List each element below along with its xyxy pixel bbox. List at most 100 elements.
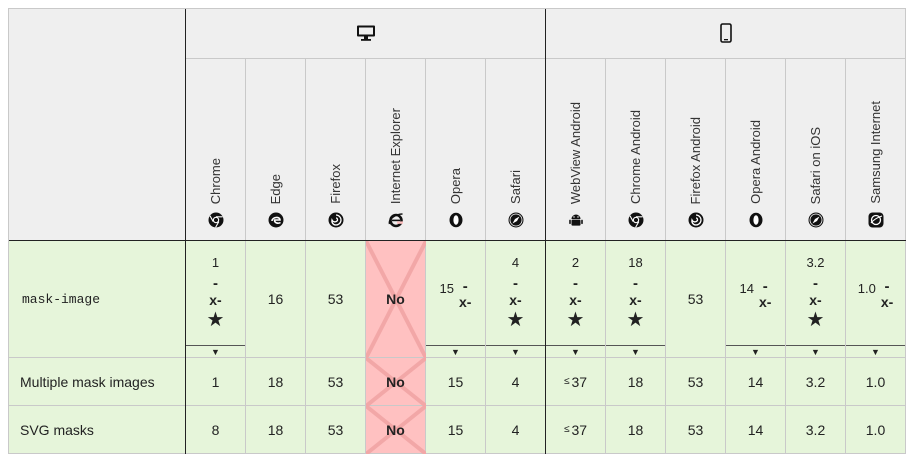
less-equal-icon: ≤ <box>563 424 570 435</box>
browser-header: Opera Android <box>726 59 786 241</box>
prefix-x-icon: x- <box>509 292 522 308</box>
browser-header: Chrome <box>186 59 246 241</box>
prefix-x-icon: x- <box>629 292 642 308</box>
support-value: 1.0 <box>865 373 886 390</box>
expand-arrow-icon[interactable]: ▼ <box>726 345 785 357</box>
feature-name: Multiple mask images <box>8 358 186 406</box>
expand-arrow-icon[interactable]: ▼ <box>786 345 845 357</box>
support-cell: 1.0 <box>846 406 906 454</box>
support-value: 16 <box>267 291 284 307</box>
partial-dash-icon: - <box>573 275 578 292</box>
firefox-icon <box>688 212 703 228</box>
partial-dash-icon: - <box>884 278 890 295</box>
browser-header: Chrome Android <box>606 59 666 241</box>
unsupported-cross-icon <box>366 241 426 358</box>
safari-icon <box>508 212 523 228</box>
support-value: 53 <box>327 421 344 438</box>
star-icon: ★ <box>506 309 525 331</box>
support-value: No <box>386 291 405 307</box>
edge-icon <box>268 212 283 228</box>
browser-name: Samsung Internet <box>868 101 883 204</box>
top-border <box>8 8 906 9</box>
support-value: 15 <box>439 281 454 296</box>
support-value: 53 <box>327 373 344 390</box>
browser-name: Chrome <box>208 157 223 204</box>
browser-header: Safari on iOS <box>786 59 846 241</box>
support-cell[interactable]: 1.0- x- ▼ <box>846 241 906 358</box>
monitor-icon <box>356 25 375 41</box>
support-cell: 18 <box>246 406 306 454</box>
safari-icon <box>808 212 823 228</box>
browser-header: Firefox <box>306 59 366 241</box>
support-value: No <box>386 373 405 390</box>
expand-arrow-icon[interactable]: ▼ <box>426 345 485 357</box>
prefix-x-icon: x- <box>880 294 894 310</box>
support-cell: 1 <box>186 358 246 406</box>
support-value: 8 <box>211 421 220 438</box>
support-value: 3.2 <box>806 255 825 270</box>
platform-header-desktop <box>186 8 546 59</box>
support-value: 1 <box>211 373 220 390</box>
samsung-icon <box>868 212 883 228</box>
firefox-icon <box>328 212 343 228</box>
star-icon: ★ <box>206 309 225 331</box>
support-cell: No <box>366 406 426 454</box>
support-value: 53 <box>687 421 704 438</box>
support-value: 18 <box>627 373 644 390</box>
android-icon <box>568 214 583 226</box>
support-cell: No <box>366 358 426 406</box>
support-cell[interactable]: 15- x- ▼ <box>426 241 486 358</box>
left-border <box>8 8 9 454</box>
support-cell[interactable]: 2 - x- ★ ▼ <box>546 241 606 358</box>
expand-arrow-icon[interactable]: ▼ <box>486 345 545 357</box>
platform-header-mobile <box>546 8 906 59</box>
support-cell: ≤37 <box>546 406 606 454</box>
support-cell: 1.0 <box>846 358 906 406</box>
support-cell[interactable]: 4 - x- ★ ▼ <box>486 241 546 358</box>
partial-dash-icon: - <box>462 278 468 295</box>
browser-name: Safari <box>508 170 523 204</box>
support-value: 3.2 <box>805 373 826 390</box>
support-value: 1 <box>211 255 220 270</box>
support-cell: 16 <box>246 241 306 358</box>
support-value: No <box>386 421 405 438</box>
support-value: 18 <box>627 421 644 438</box>
chrome-icon <box>628 212 643 228</box>
support-cell: 53 <box>666 241 726 358</box>
less-equal-icon: ≤ <box>563 376 570 387</box>
support-value: 53 <box>687 373 704 390</box>
support-cell[interactable]: 18 - x- ★ ▼ <box>606 241 666 358</box>
support-cell: 53 <box>666 358 726 406</box>
star-icon: ★ <box>806 309 825 331</box>
support-cell[interactable]: 14- x- ▼ <box>726 241 786 358</box>
browser-header: WebView Android <box>546 59 606 241</box>
support-cell[interactable]: 1 - x- ★ ▼ <box>186 241 246 358</box>
support-cell: 53 <box>306 406 366 454</box>
support-cell: No <box>366 241 426 358</box>
support-cell[interactable]: 3.2 - x- ★ ▼ <box>786 241 846 358</box>
support-value: 3.2 <box>805 421 826 438</box>
browser-header: Samsung Internet <box>846 59 906 241</box>
support-value: 14 <box>747 373 764 390</box>
support-cell: 8 <box>186 406 246 454</box>
support-cell: 18 <box>606 358 666 406</box>
support-value: 14 <box>739 281 754 296</box>
partial-dash-icon: - <box>213 275 218 292</box>
expand-arrow-icon[interactable]: ▼ <box>186 345 245 357</box>
prefix-x-icon: x- <box>809 292 822 308</box>
support-cell: 3.2 <box>786 358 846 406</box>
browser-name: Edge <box>268 173 283 204</box>
expand-arrow-icon[interactable]: ▼ <box>606 345 665 357</box>
support-cell: 53 <box>306 241 366 358</box>
corner-header <box>8 8 186 241</box>
support-value: 18 <box>267 421 284 438</box>
support-value: 18 <box>267 373 284 390</box>
expand-arrow-icon[interactable]: ▼ <box>546 345 605 357</box>
browser-header: Internet Explorer <box>366 59 426 241</box>
support-value: 4 <box>511 373 520 390</box>
partial-dash-icon: - <box>762 278 768 295</box>
expand-arrow-icon[interactable]: ▼ <box>846 345 905 357</box>
browser-name: Chrome Android <box>628 110 643 204</box>
browser-header: Edge <box>246 59 306 241</box>
support-value: 14 <box>747 421 764 438</box>
